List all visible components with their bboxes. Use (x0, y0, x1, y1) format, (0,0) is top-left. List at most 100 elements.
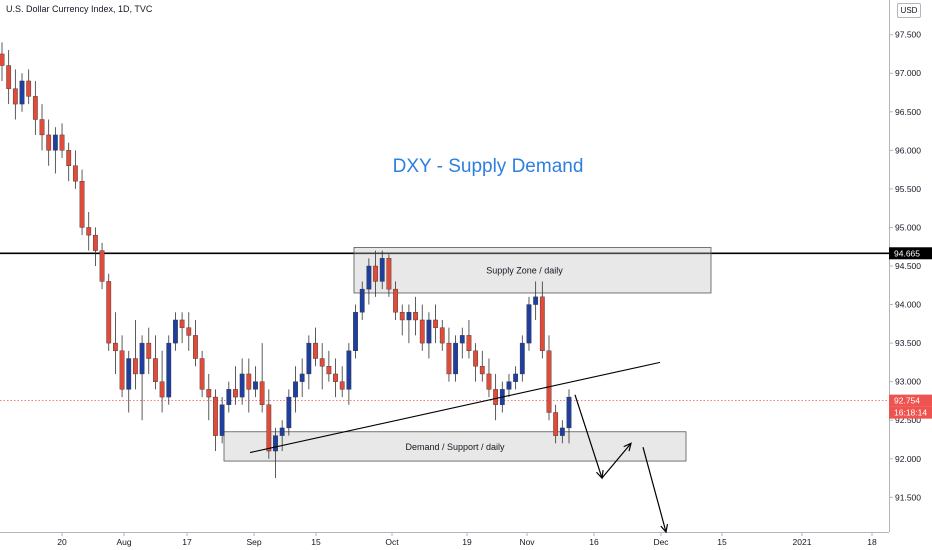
candle-body[interactable] (259, 381, 265, 405)
candle-body[interactable] (0, 53, 5, 66)
candle-body[interactable] (406, 312, 412, 321)
candle-body[interactable] (159, 381, 165, 398)
candle-body[interactable] (72, 165, 78, 182)
candle-body[interactable] (446, 342, 452, 375)
candle-body[interactable] (52, 134, 58, 151)
currency-badge[interactable]: USD (897, 3, 921, 18)
candle-body[interactable] (86, 227, 92, 236)
projection-arrow-line[interactable] (642, 447, 667, 533)
candle-body[interactable] (453, 342, 458, 375)
candle-body[interactable] (279, 427, 285, 436)
candle-body[interactable] (6, 65, 12, 89)
candle-body[interactable] (79, 180, 85, 228)
candle-body[interactable] (246, 373, 252, 390)
candle-body[interactable] (99, 250, 105, 282)
candle-body[interactable] (526, 304, 532, 344)
candle-body[interactable] (293, 381, 298, 398)
candle-body[interactable] (46, 134, 52, 151)
projection-arrow-line[interactable] (601, 442, 632, 479)
candle-body[interactable] (12, 88, 18, 105)
trendline[interactable] (249, 361, 661, 454)
candle-body[interactable] (193, 335, 198, 359)
candle-body[interactable] (19, 80, 25, 105)
candle-body[interactable] (399, 312, 405, 321)
candle-body[interactable] (266, 404, 272, 452)
candle-body[interactable] (326, 366, 332, 375)
demand-zone-label: Demand / Support / daily (405, 442, 505, 452)
candle-body[interactable] (513, 373, 519, 382)
candle-body[interactable] (366, 265, 372, 290)
candle-body[interactable] (166, 342, 172, 398)
candle-body[interactable] (26, 80, 32, 97)
candle-body[interactable] (439, 327, 445, 344)
candle-body[interactable] (199, 358, 205, 390)
candle-body[interactable] (213, 396, 218, 436)
candle-body[interactable] (479, 366, 485, 375)
candle-body[interactable] (179, 319, 185, 328)
candle-body[interactable] (66, 150, 72, 166)
projection-arrow-head (660, 524, 669, 534)
candle-body[interactable] (506, 381, 512, 390)
candle-body[interactable] (133, 358, 138, 375)
candle-body[interactable] (559, 427, 565, 436)
candle-body[interactable] (353, 312, 358, 352)
price-axis[interactable] (889, 0, 932, 550)
candle-body[interactable] (32, 96, 38, 120)
candle-body[interactable] (186, 327, 192, 336)
candle-body[interactable] (146, 342, 152, 359)
candle-body[interactable] (119, 350, 125, 390)
candle-body[interactable] (299, 373, 305, 382)
candle-body[interactable] (219, 404, 225, 436)
candle-body[interactable] (153, 358, 158, 382)
candle-body[interactable] (546, 350, 552, 413)
candle-body[interactable] (313, 342, 318, 359)
candle-body[interactable] (379, 258, 385, 282)
price-tick-label: 94.000 (895, 300, 921, 310)
projection-arrow-line[interactable] (574, 394, 603, 479)
candle-body[interactable] (233, 389, 238, 398)
candle-body[interactable] (519, 342, 525, 375)
candle-body[interactable] (539, 296, 545, 352)
candle-body[interactable] (419, 319, 425, 344)
candle-body[interactable] (486, 373, 492, 390)
candle-body[interactable] (466, 335, 472, 352)
price-tick-label: 91.500 (895, 492, 921, 502)
candle-body[interactable] (566, 396, 572, 429)
candle-body[interactable] (59, 134, 65, 151)
candle-body[interactable] (139, 342, 145, 375)
candle-body[interactable] (533, 296, 539, 305)
candle-body[interactable] (333, 373, 338, 382)
candle-body[interactable] (339, 381, 345, 390)
candle-body[interactable] (253, 381, 258, 390)
candle-body[interactable] (346, 350, 352, 390)
time-tick-label: Dec (653, 537, 669, 547)
candle-body[interactable] (239, 373, 245, 398)
candle-body[interactable] (106, 281, 112, 344)
candle-body[interactable] (373, 265, 378, 282)
candle-body[interactable] (92, 234, 98, 251)
candle-body[interactable] (413, 312, 418, 321)
candle-body[interactable] (112, 342, 118, 352)
candle-body[interactable] (319, 358, 325, 367)
candle-body[interactable] (553, 412, 559, 436)
candle-body[interactable] (459, 335, 465, 344)
candle-body[interactable] (386, 258, 392, 290)
candle-body[interactable] (393, 288, 398, 313)
candle-body[interactable] (39, 119, 45, 136)
candle-body[interactable] (359, 288, 365, 313)
candle-body[interactable] (206, 389, 212, 398)
candle-body[interactable] (493, 389, 499, 405)
candle-body[interactable] (433, 319, 438, 328)
demand-zone[interactable] (223, 431, 687, 462)
candle-body[interactable] (306, 342, 312, 375)
candle-body[interactable] (226, 389, 232, 405)
candle-body[interactable] (126, 358, 132, 390)
candle-body[interactable] (173, 319, 178, 344)
supply-zone[interactable] (353, 247, 712, 294)
candle-body[interactable] (426, 319, 432, 344)
candle-body[interactable] (473, 350, 479, 367)
candle-body[interactable] (273, 435, 278, 452)
candle-body[interactable] (286, 396, 292, 429)
